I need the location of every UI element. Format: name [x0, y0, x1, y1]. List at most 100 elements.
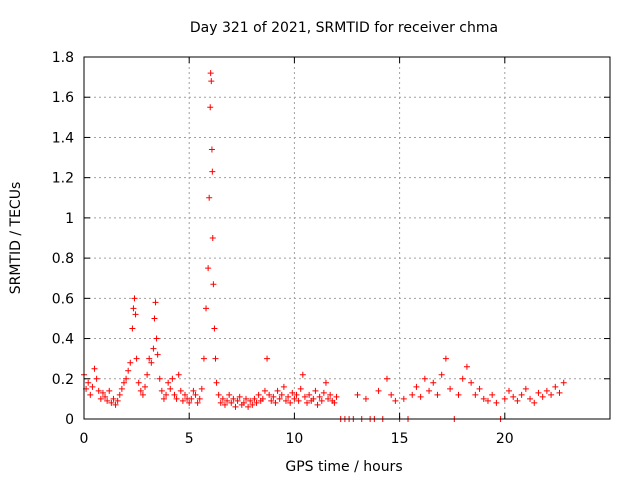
data-point [110, 395, 117, 402]
data-point [169, 375, 176, 382]
data-point [97, 395, 104, 402]
data-point [297, 385, 304, 392]
data-point [104, 397, 111, 404]
data-point [173, 395, 180, 402]
data-point [89, 383, 96, 390]
data-point [132, 311, 139, 318]
data-point [215, 391, 222, 398]
data-point [127, 359, 134, 366]
y-tick-label: 0 [65, 412, 74, 428]
x-axis-label: GPS time / hours [285, 459, 402, 475]
data-point [158, 387, 165, 394]
axis-ticks: 0 0.2 0.4 0.6 0.8 1 1.2 1.4 1.6 1.8 0 5 10 15 20 [52, 50, 610, 447]
x-tick-label: 5 [185, 431, 194, 447]
data-point [163, 391, 170, 398]
data-point [261, 387, 268, 394]
data-point [135, 379, 142, 386]
data-point [156, 375, 163, 382]
data-point [255, 391, 262, 398]
data-point [153, 335, 160, 342]
data-point [152, 299, 159, 306]
data-point [144, 371, 151, 378]
data-point [179, 397, 186, 404]
y-tick-label: 0.4 [52, 332, 74, 348]
data-point [87, 391, 94, 398]
data-point [249, 401, 256, 408]
data-point [362, 395, 369, 402]
data-point [543, 387, 550, 394]
data-point [268, 397, 275, 404]
data-point [388, 391, 395, 398]
data-point [442, 355, 449, 362]
data-point [535, 389, 542, 396]
data-point [295, 397, 302, 404]
data-point [224, 397, 231, 404]
data-point [171, 391, 178, 398]
data-point [560, 379, 567, 386]
data-point [489, 391, 496, 398]
data-point [476, 385, 483, 392]
data-point [266, 391, 273, 398]
data-point [318, 397, 325, 404]
data-point [304, 399, 311, 406]
data-point [118, 385, 125, 392]
data-point [209, 168, 216, 175]
y-tick-label: 1.6 [52, 90, 74, 106]
data-point [354, 391, 361, 398]
data-point [276, 395, 283, 402]
data-point [514, 397, 521, 404]
data-point [228, 399, 235, 406]
data-point [146, 355, 153, 362]
data-point [468, 379, 475, 386]
data-point [274, 387, 281, 394]
data-point [194, 399, 201, 406]
data-point [447, 385, 454, 392]
data-point [188, 395, 195, 402]
data-point [210, 281, 217, 288]
data-point [253, 399, 260, 406]
data-point [417, 393, 424, 400]
data-point [282, 397, 289, 404]
data-point [232, 403, 239, 410]
data-point [208, 78, 215, 85]
data-point [493, 399, 500, 406]
data-point [137, 387, 144, 394]
data-point [400, 395, 407, 402]
data-point [206, 194, 213, 201]
data-point [383, 375, 390, 382]
y-tick-label: 0.8 [52, 251, 74, 267]
data-point [219, 395, 226, 402]
data-point [539, 393, 546, 400]
data-point [501, 395, 508, 402]
data-point [285, 393, 292, 400]
data-point [120, 379, 127, 386]
data-point [108, 399, 115, 406]
data-point [186, 399, 193, 406]
data-point [522, 385, 529, 392]
data-point [270, 393, 277, 400]
data-point [264, 355, 271, 362]
data-point [426, 387, 433, 394]
data-point [211, 325, 218, 332]
data-point [455, 391, 462, 398]
data-point [331, 399, 338, 406]
data-point [430, 379, 437, 386]
data-point [306, 391, 313, 398]
data-point [375, 387, 382, 394]
data-point [325, 395, 332, 402]
data-point [190, 387, 197, 394]
data-point [85, 379, 92, 386]
data-point [139, 391, 146, 398]
grid [84, 57, 610, 419]
data-point [310, 395, 317, 402]
data-points [81, 70, 567, 422]
data-point [531, 399, 538, 406]
x-tick-label: 20 [496, 431, 514, 447]
data-point [125, 367, 132, 374]
data-point [518, 391, 525, 398]
chart-title: Day 321 of 2021, SRMTID for receiver chm… [190, 20, 498, 36]
data-point [160, 395, 167, 402]
data-point [213, 379, 220, 386]
